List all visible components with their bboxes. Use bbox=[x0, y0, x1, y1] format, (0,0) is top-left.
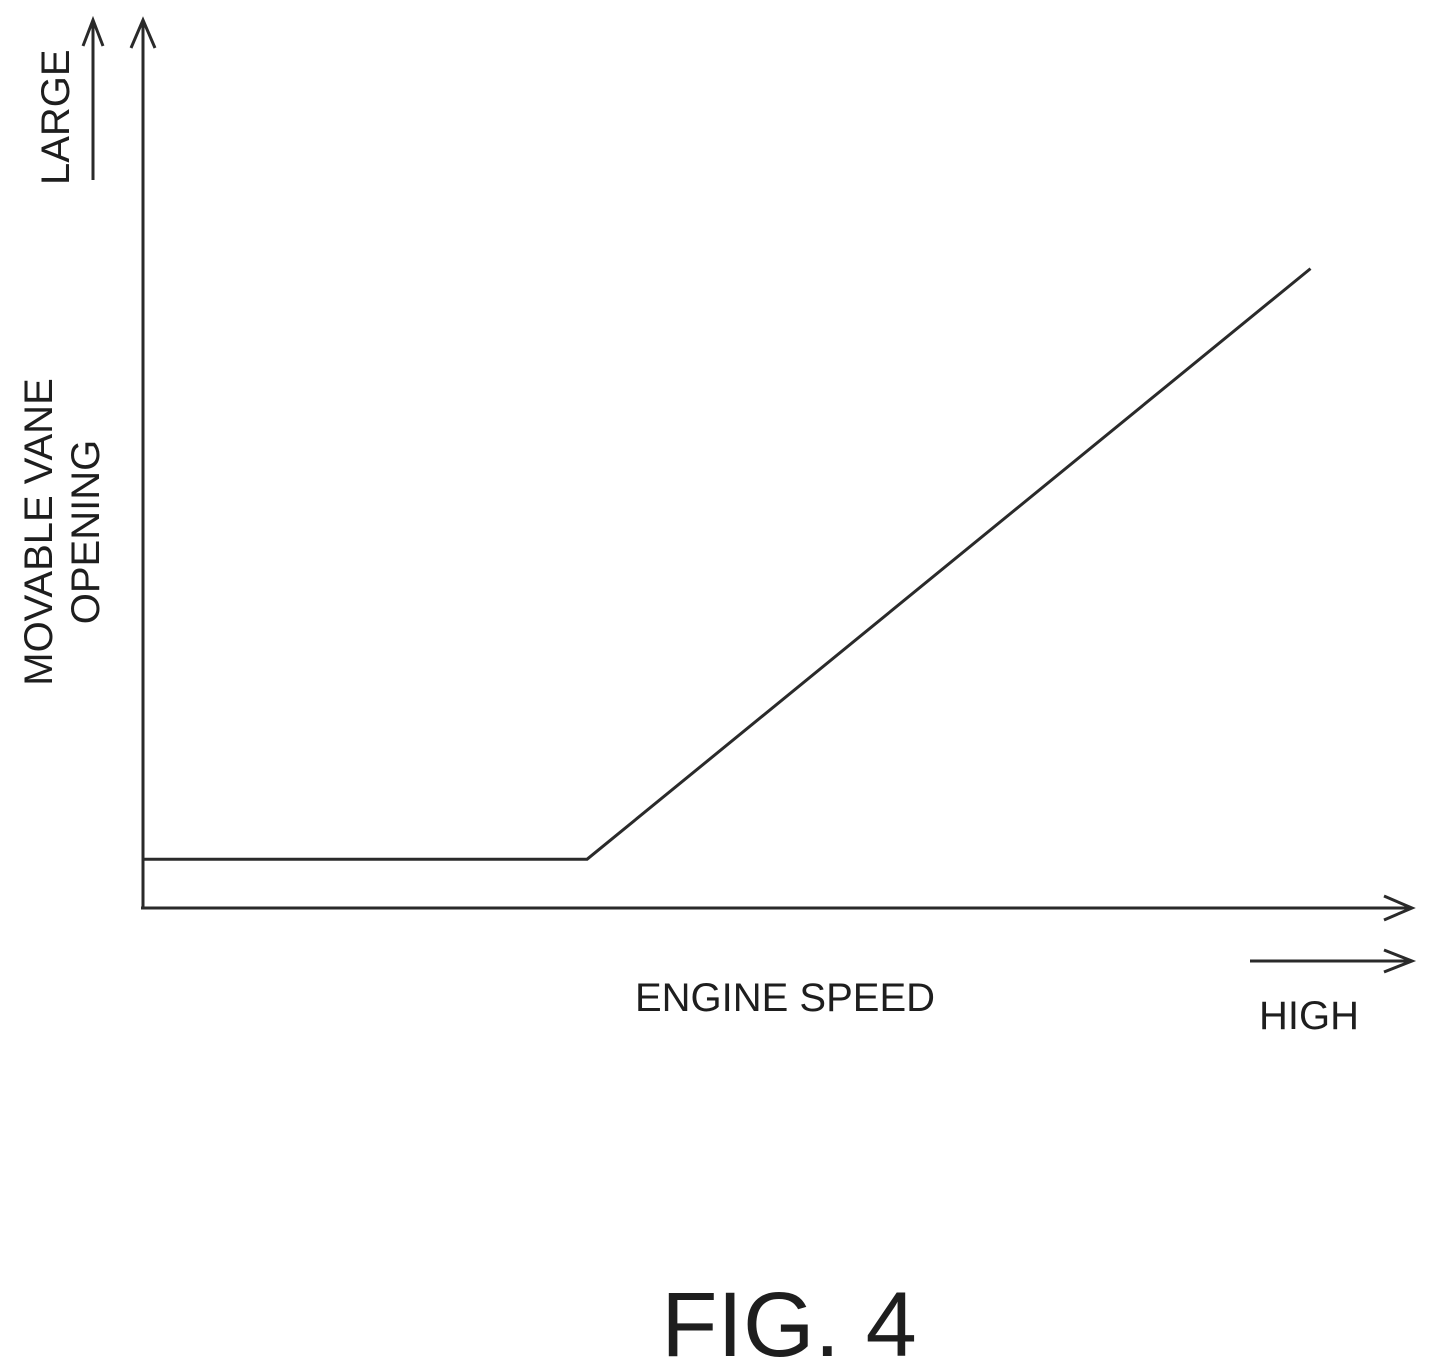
x-axis-label: ENGINE SPEED bbox=[635, 976, 935, 1020]
y-axis-label-line2: OPENING bbox=[64, 440, 108, 624]
y-axis-label-line1: MOVABLE VANE bbox=[17, 378, 61, 686]
figure-caption: FIG. 4 bbox=[661, 1274, 917, 1370]
vane-opening-series-line bbox=[143, 269, 1311, 860]
x-direction-label: HIGH bbox=[1259, 994, 1359, 1038]
y-direction-label: LARGE bbox=[34, 49, 78, 185]
